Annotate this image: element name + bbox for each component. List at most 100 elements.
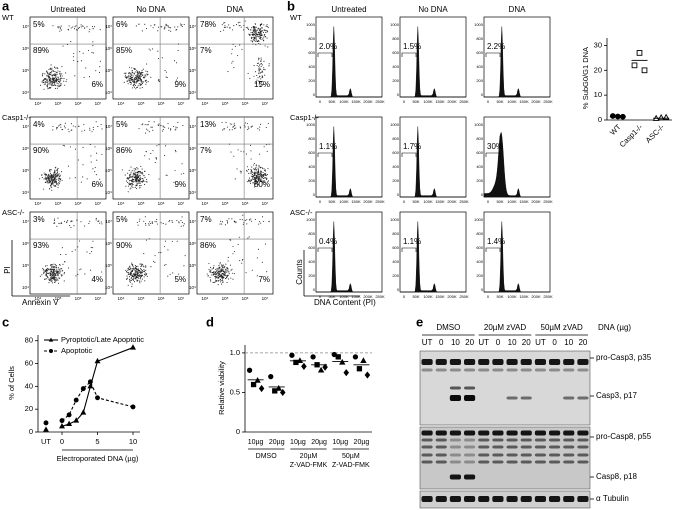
cell-dot [58,272,60,274]
cell-dot [137,280,139,282]
cell-dot [134,273,136,275]
cell-dot [61,77,63,79]
cell-dot [50,263,52,266]
cell-dot [248,29,250,31]
cell-dot [243,221,245,223]
cell-dot [178,43,180,45]
cell-dot [231,62,233,64]
cell-dot [267,122,269,124]
cell-dot [46,270,48,272]
cell-dot [166,71,168,73]
cell-dot [242,258,244,261]
cell-dot [133,170,135,172]
cell-dot [41,81,43,83]
cell-dot [52,81,54,83]
cell-dot [222,281,224,283]
cell-dot [221,122,223,124]
cell-dot [124,74,126,76]
cell-dot [54,84,56,86]
cell-dot [139,171,141,173]
cell-dot [75,29,78,31]
axis-tick-label: 1000 [390,22,400,27]
axis-tick-label: 200 [308,78,315,83]
data-point [43,420,49,426]
axis-tick-label: 0 [397,92,400,97]
cell-dot [157,26,160,28]
cell-dot [233,220,235,222]
axis-tick-label: 10⁶ [22,241,29,246]
blot-band [449,395,461,401]
cell-dot [50,180,52,182]
cell-dot [49,171,51,173]
cell-dot [62,270,64,272]
cell-dot [270,177,272,179]
cell-dot [210,280,212,282]
cell-dot [142,77,144,79]
cell-dot [259,179,261,181]
lane-label: 10 [508,338,517,347]
cell-dot [46,267,48,269]
cell-dot [131,74,133,76]
data-point [609,113,616,119]
cell-dot [136,183,138,185]
quadrant-label: 5% [174,275,186,284]
cell-dot [54,271,56,273]
blot-band [549,496,561,502]
axis-tick-label: 600 [392,245,399,250]
cell-dot [164,26,166,28]
cell-dot [74,148,77,150]
cell-dot [132,264,134,267]
cell-dot [55,76,57,78]
blot-band [464,359,476,365]
x-tick-label: 20µg [269,439,285,446]
cell-dot [135,266,137,268]
data-point [662,113,670,120]
cell-dot [260,24,262,26]
cell-dot [53,269,55,271]
cell-dot [67,128,69,130]
cell-dot [145,274,148,276]
cell-dot [257,183,259,186]
cell-dot [146,63,148,65]
cell-dot [135,71,137,73]
cell-dot [129,281,131,283]
cell-dot [79,50,81,53]
axis-tick-label: 50K [412,99,419,104]
cell-dot [71,129,73,131]
cell-dot [214,276,216,278]
cell-dot [46,278,48,280]
cell-dot [70,227,72,229]
cell-dot [51,274,54,276]
cell-dot [82,176,84,178]
cell-dot [158,251,160,254]
cell-dot [99,178,101,180]
cell-dot [166,77,168,79]
cell-dot [47,272,49,275]
cell-dot [135,76,137,78]
cell-dot [238,25,240,27]
blot-band [577,496,589,502]
cell-dot [175,126,177,128]
x-tick-label: ASC-/- [644,122,667,145]
histogram [399,16,467,98]
cell-dot [247,28,249,30]
cell-dot [76,219,78,221]
cell-dot [239,218,241,220]
cell-dot [223,128,225,130]
cell-dot [58,173,60,175]
cell-dot [135,25,137,27]
cell-dot [266,29,268,32]
cell-dot [255,177,257,179]
cell-dot [141,73,143,75]
cell-dot [165,174,167,176]
cell-dot [225,271,228,273]
cell-dot [214,272,216,274]
cell-dot [73,28,76,30]
cell-dot [221,268,223,270]
blot-band [577,445,589,449]
cell-dot [60,268,62,270]
cell-dot [226,222,229,224]
cell-dot [126,275,128,277]
histogram-shape [484,26,550,98]
cell-dot [77,246,79,248]
